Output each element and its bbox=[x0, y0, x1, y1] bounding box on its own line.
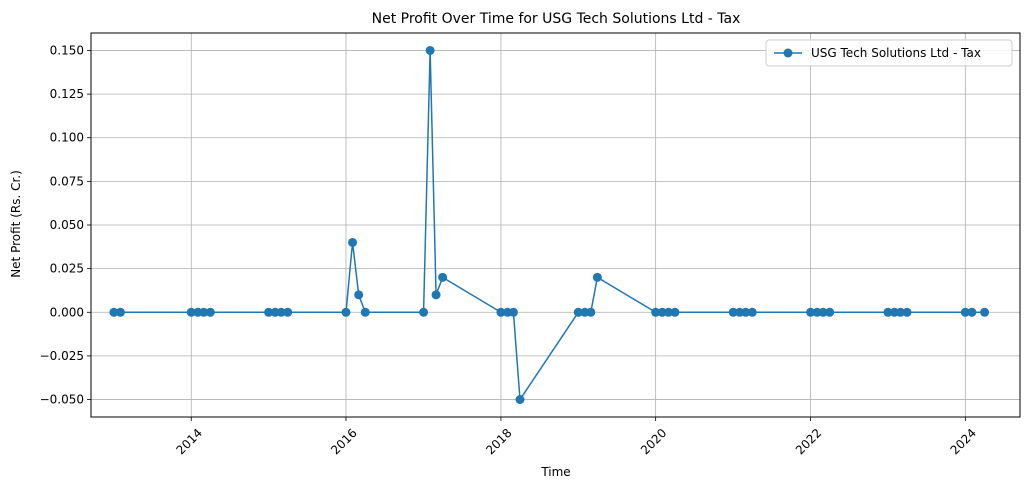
data-point bbox=[186, 307, 196, 317]
data-point bbox=[670, 307, 680, 317]
data-point bbox=[115, 307, 125, 317]
y-tick-label: 0.000 bbox=[50, 305, 84, 319]
data-point bbox=[199, 307, 209, 317]
data-point bbox=[419, 307, 429, 317]
y-axis-title: Net Profit (Rs. Cr.) bbox=[9, 170, 23, 278]
data-point bbox=[806, 307, 816, 317]
data-point bbox=[348, 237, 358, 247]
data-point bbox=[895, 307, 905, 317]
chart-title: Net Profit Over Time for USG Tech Soluti… bbox=[372, 11, 741, 27]
y-tick-label: 0.050 bbox=[50, 218, 84, 232]
ticks: 2014 2016 2018 2020 2022 2024 −0.050 −0.025 0.00… bbox=[40, 43, 979, 457]
data-point bbox=[109, 307, 119, 317]
y-tick-label: −0.025 bbox=[40, 349, 84, 363]
x-tick-label: 2016 bbox=[328, 426, 359, 457]
legend-entry: USG Tech Solutions Ltd - Tax bbox=[811, 46, 981, 60]
data-point bbox=[883, 307, 893, 317]
data-point bbox=[818, 307, 828, 317]
data-point bbox=[205, 307, 215, 317]
series-layer bbox=[109, 45, 990, 405]
data-point bbox=[747, 307, 757, 317]
x-tick-label: 2020 bbox=[638, 426, 669, 457]
data-point bbox=[264, 307, 274, 317]
x-tick-label: 2018 bbox=[483, 426, 514, 457]
data-point bbox=[360, 307, 370, 317]
legend-marker bbox=[783, 48, 793, 58]
y-tick-label: 0.125 bbox=[50, 87, 84, 101]
data-point bbox=[728, 307, 738, 317]
data-point bbox=[354, 290, 364, 300]
x-tick-label: 2014 bbox=[174, 426, 205, 457]
data-point bbox=[438, 272, 448, 282]
data-point bbox=[980, 307, 990, 317]
y-tick-label: −0.050 bbox=[40, 393, 84, 407]
data-point bbox=[586, 307, 596, 317]
y-tick-label: 0.025 bbox=[50, 262, 84, 276]
data-point bbox=[902, 307, 912, 317]
grid bbox=[91, 33, 1020, 417]
y-tick-label: 0.150 bbox=[50, 43, 84, 57]
data-point bbox=[825, 307, 835, 317]
data-point bbox=[508, 307, 518, 317]
data-point bbox=[741, 307, 751, 317]
data-point bbox=[431, 290, 441, 300]
data-point bbox=[425, 45, 435, 55]
legend: USG Tech Solutions Ltd - Tax bbox=[765, 39, 1013, 67]
data-point bbox=[592, 272, 602, 282]
x-tick-label: 2022 bbox=[793, 426, 824, 457]
data-point bbox=[960, 307, 970, 317]
data-point bbox=[283, 307, 293, 317]
data-point bbox=[967, 307, 977, 317]
data-point bbox=[276, 307, 286, 317]
data-point bbox=[496, 307, 506, 317]
data-point bbox=[663, 307, 673, 317]
data-point bbox=[573, 307, 583, 317]
x-axis-title: Time bbox=[540, 465, 570, 479]
data-point bbox=[651, 307, 661, 317]
y-tick-label: 0.100 bbox=[50, 131, 84, 145]
legend-box bbox=[765, 39, 1013, 67]
data-point bbox=[341, 307, 351, 317]
y-tick-label: 0.075 bbox=[50, 174, 84, 188]
data-point bbox=[515, 395, 525, 405]
x-tick-label: 2024 bbox=[948, 426, 979, 457]
